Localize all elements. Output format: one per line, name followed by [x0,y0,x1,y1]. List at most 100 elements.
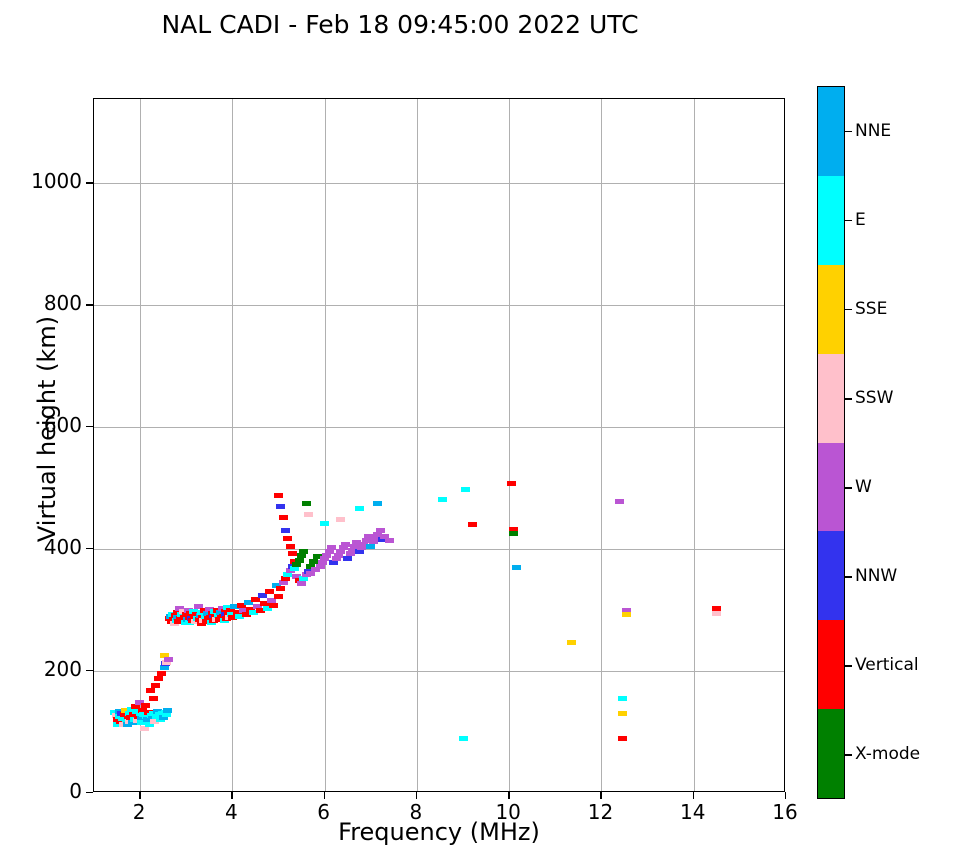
y-tick-label: 400 [43,535,82,560]
colorbar-label-nnw: NNW [855,566,898,587]
data-point [143,717,152,723]
data-point [226,607,236,613]
gridline-horizontal [94,671,784,673]
data-point [622,611,632,617]
y-tick-label: 0 [69,779,82,803]
data-point [162,659,172,665]
data-point [301,572,311,578]
gridline-horizontal [94,427,784,429]
y-tick-mark [86,304,93,306]
data-point [204,606,214,612]
data-point [384,538,394,544]
page-title: NAL CADI - Feb 18 09:45:00 2022 UTC [161,10,639,39]
data-point [313,553,323,559]
data-point [159,665,169,671]
data-point [331,556,341,562]
data-point [336,517,346,523]
data-point [156,670,166,676]
data-point [232,609,242,615]
data-point [276,586,286,592]
data-point [509,531,519,537]
data-point [617,735,627,741]
data-point [154,675,164,681]
data-point [340,541,350,547]
data-point [467,522,477,528]
data-point [297,552,307,558]
data-point [460,486,470,492]
data-point [215,609,225,615]
y-tick-mark [86,548,93,550]
data-point [343,555,353,561]
colorbar-label-w: W [855,477,872,498]
data-point [202,611,212,617]
data-point [334,552,343,558]
data-point [285,567,295,573]
gridline-vertical [324,99,326,791]
data-point [237,602,247,608]
data-point [327,545,337,551]
data-point [306,570,316,576]
colorbar-segment-e [818,175,844,265]
data-point [162,712,172,718]
data-point [290,566,300,572]
data-point [299,549,309,554]
gridline-vertical [140,99,142,791]
data-point [274,594,284,600]
data-point [145,688,155,694]
data-point [380,534,390,540]
data-point [177,611,187,617]
data-point [511,564,521,570]
y-tick-label: 800 [43,291,82,316]
x-tick-mark [231,792,233,799]
colorbar-tick-mark [845,487,852,489]
data-point [280,528,290,534]
y-tick-mark [86,426,93,428]
data-point [246,606,256,612]
data-point [181,612,191,618]
data-point [159,653,169,659]
x-tick-mark [323,792,326,799]
y-tick-mark [86,670,93,672]
data-point [269,602,279,608]
data-point [140,726,150,732]
data-point [180,619,190,625]
data-point [131,703,141,709]
gridline-vertical [693,99,695,791]
data-point [241,611,251,617]
data-point [359,541,369,547]
data-point [287,551,297,557]
colorbar-label-vertical: Vertical [855,655,919,676]
colorbar-label-nne: NNE [855,120,892,141]
data-point [352,540,362,546]
colorbar-segment-sse [818,264,844,354]
data-point [278,514,288,520]
data-point [226,611,236,617]
data-point [285,544,295,550]
data-point [153,709,163,715]
data-point [163,708,173,714]
data-point [200,608,210,614]
data-point [178,608,188,614]
data-point [113,722,123,728]
data-point [248,609,258,615]
data-point [308,558,318,564]
y-tick-label: 600 [43,413,82,438]
data-point [507,480,516,486]
y-tick-mark [86,182,93,184]
data-point [255,608,265,614]
data-point [712,610,722,616]
data-point [169,620,179,626]
data-point [283,535,293,541]
y-tick-mark [86,792,93,794]
data-point [128,720,138,726]
data-point [137,720,147,726]
data-point [615,498,625,504]
x-tick-label: 2 [132,800,146,824]
data-point [368,539,378,545]
gridline-vertical [601,99,603,791]
data-point [274,492,284,498]
x-tick-mark [415,792,418,799]
data-point [292,562,302,568]
data-point [310,567,320,573]
data-point [193,604,203,610]
